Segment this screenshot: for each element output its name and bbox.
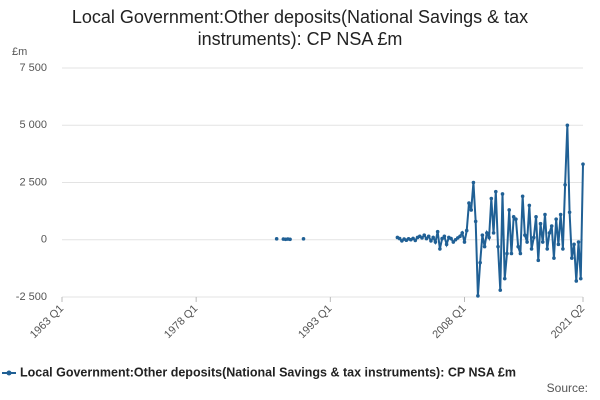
- point: [489, 196, 494, 201]
- point: [485, 231, 489, 235]
- point: [460, 231, 465, 235]
- y-tick-label: 0: [41, 234, 47, 246]
- point: [525, 240, 529, 244]
- y-tick-label: 2 500: [19, 176, 47, 188]
- point: [514, 217, 518, 221]
- point: [561, 247, 565, 251]
- x-tick-label: 2021 Q2: [549, 303, 587, 341]
- x-tick-label: 1978 Q1: [162, 303, 200, 341]
- point: [507, 208, 512, 212]
- y-tick-label: 5 000: [19, 119, 47, 131]
- point: [462, 240, 467, 244]
- point: [538, 221, 543, 226]
- point: [478, 260, 482, 265]
- point: [433, 240, 438, 244]
- point: [523, 233, 527, 237]
- point: [549, 224, 554, 228]
- point: [473, 219, 478, 224]
- point: [413, 238, 418, 243]
- point: [422, 233, 427, 237]
- point: [509, 251, 514, 256]
- point: [578, 276, 583, 281]
- point: [301, 237, 306, 241]
- point: [469, 208, 473, 212]
- point: [563, 182, 567, 187]
- y-unit: £m: [12, 46, 27, 58]
- point: [467, 201, 471, 205]
- point: [420, 236, 424, 240]
- point: [536, 258, 541, 263]
- point: [511, 215, 516, 219]
- legend-marker: [6, 370, 12, 376]
- point: [532, 235, 536, 240]
- point: [500, 192, 505, 196]
- point: [274, 237, 279, 241]
- point: [520, 194, 525, 199]
- point: [493, 189, 498, 194]
- point: [487, 235, 491, 240]
- point: [529, 247, 534, 251]
- series-line: [283, 125, 584, 296]
- point: [527, 203, 532, 208]
- source: Source:: [547, 381, 588, 395]
- point: [572, 242, 576, 247]
- point: [397, 236, 402, 241]
- point: [480, 233, 485, 237]
- point: [482, 244, 487, 249]
- y-tick-label: 7 500: [19, 62, 47, 74]
- point: [540, 240, 545, 244]
- point: [565, 123, 570, 128]
- legend-label: Local Government:Other deposits(National…: [20, 365, 516, 379]
- point: [431, 235, 435, 240]
- point: [502, 276, 507, 281]
- chart-title: Local Government:Other deposits(National…: [71, 7, 529, 49]
- point: [476, 294, 480, 298]
- x-tick-label: 1963 Q1: [28, 303, 66, 341]
- point: [581, 162, 585, 166]
- point: [496, 244, 500, 249]
- point: [288, 237, 292, 242]
- point: [491, 231, 496, 235]
- y-tick-label: -2 500: [16, 291, 47, 303]
- point: [471, 180, 476, 185]
- point: [451, 240, 456, 244]
- x-tick-label: 2008 Q1: [430, 303, 468, 341]
- x-tick-label: 1993 Q1: [296, 303, 334, 341]
- point: [505, 251, 509, 256]
- point: [435, 229, 440, 234]
- point: [576, 240, 581, 244]
- point: [516, 244, 520, 249]
- point: [574, 279, 579, 283]
- point: [444, 242, 449, 247]
- point: [556, 242, 561, 247]
- point: [554, 217, 558, 221]
- point: [534, 215, 538, 219]
- point: [440, 236, 444, 241]
- point: [547, 231, 552, 235]
- point: [545, 247, 550, 251]
- point: [458, 234, 462, 239]
- point: [424, 236, 429, 241]
- point: [498, 288, 503, 292]
- point: [429, 239, 433, 243]
- point: [570, 256, 574, 260]
- point: [558, 212, 563, 217]
- point: [552, 256, 556, 260]
- point: [543, 212, 547, 217]
- point: [449, 236, 453, 241]
- point: [438, 247, 442, 251]
- point: [442, 234, 447, 239]
- point: [518, 251, 523, 256]
- point: [567, 210, 572, 215]
- point: [464, 228, 469, 233]
- point: [426, 234, 431, 239]
